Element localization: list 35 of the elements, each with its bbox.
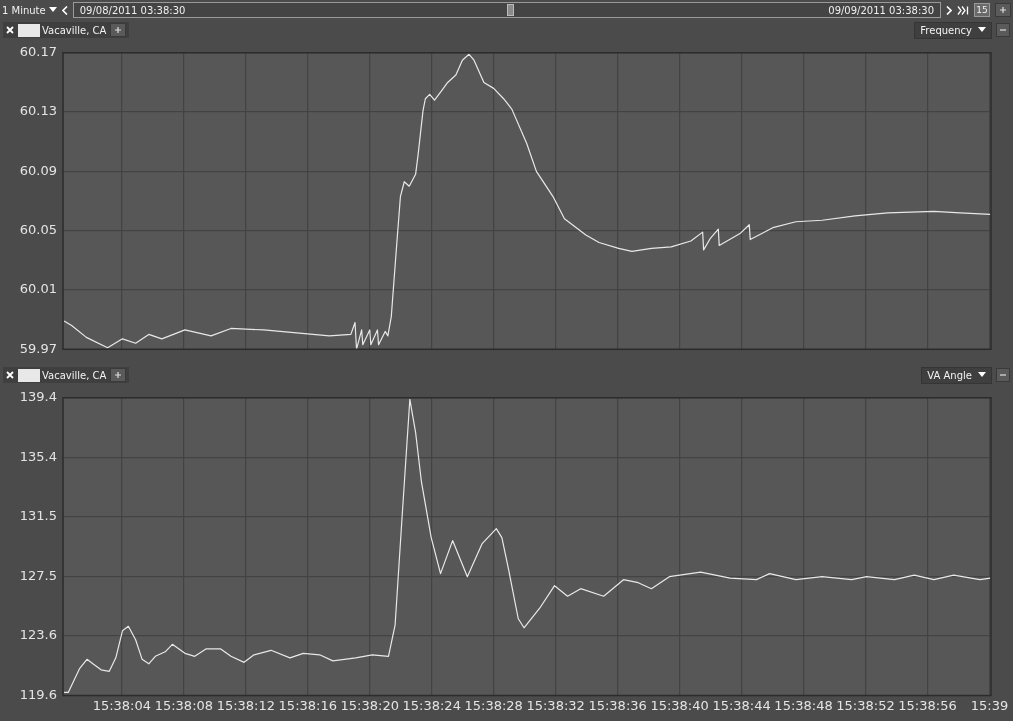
y-tick-label: 135.4 bbox=[19, 448, 57, 464]
x-tick-label: 15:39 bbox=[970, 697, 1009, 713]
y-tick-label: 60.13 bbox=[19, 103, 57, 119]
x-tick-label: 15:38:44 bbox=[712, 697, 771, 713]
x-tick-label: 15:38:04 bbox=[92, 697, 152, 713]
y-axis-title: Frequency bbox=[920, 24, 972, 36]
y-tick-label: 139.4 bbox=[19, 389, 57, 405]
y-tick-label: 119.6 bbox=[19, 686, 57, 702]
x-tick-label: 15:38:28 bbox=[464, 697, 523, 713]
y-tick-label: 59.97 bbox=[19, 340, 57, 356]
x-tick-label: 15:38:20 bbox=[340, 697, 399, 713]
x-tick-label: 15:38:40 bbox=[650, 697, 709, 713]
y-tick-label: 127.5 bbox=[19, 567, 57, 583]
y-tick-label: 131.5 bbox=[19, 508, 57, 524]
text: 1 Minute bbox=[2, 4, 46, 16]
y-tick-label: 60.01 bbox=[19, 281, 57, 297]
calendar-icon: 15 bbox=[974, 3, 990, 17]
x-tick-label: 15:38:36 bbox=[588, 697, 647, 713]
text: 09/08/2011 03:38:30 bbox=[79, 4, 186, 16]
y-tick-label: 60.17 bbox=[19, 44, 57, 60]
legend-label: Vacaville, CA bbox=[42, 24, 107, 36]
text: 09/09/2011 03:38:30 bbox=[828, 4, 934, 16]
y-tick-label: 60.09 bbox=[19, 162, 57, 178]
y-axis-title: VA Angle bbox=[927, 369, 972, 381]
x-tick-label: 15:38:52 bbox=[836, 697, 895, 713]
x-tick-label: 15:38:12 bbox=[216, 697, 276, 713]
x-tick-label: 15:38:32 bbox=[526, 697, 585, 713]
y-tick-label: 60.05 bbox=[19, 222, 57, 238]
x-tick-label: 15:38:16 bbox=[278, 697, 337, 713]
x-tick-label: 15:38:08 bbox=[154, 697, 214, 713]
y-tick-label: 123.6 bbox=[19, 627, 57, 643]
x-tick-label: 15:38:24 bbox=[402, 697, 461, 713]
x-tick-label: 15:38:56 bbox=[898, 697, 957, 713]
legend-label: Vacaville, CA bbox=[42, 369, 107, 381]
x-tick-label: 15:38:48 bbox=[774, 697, 833, 713]
